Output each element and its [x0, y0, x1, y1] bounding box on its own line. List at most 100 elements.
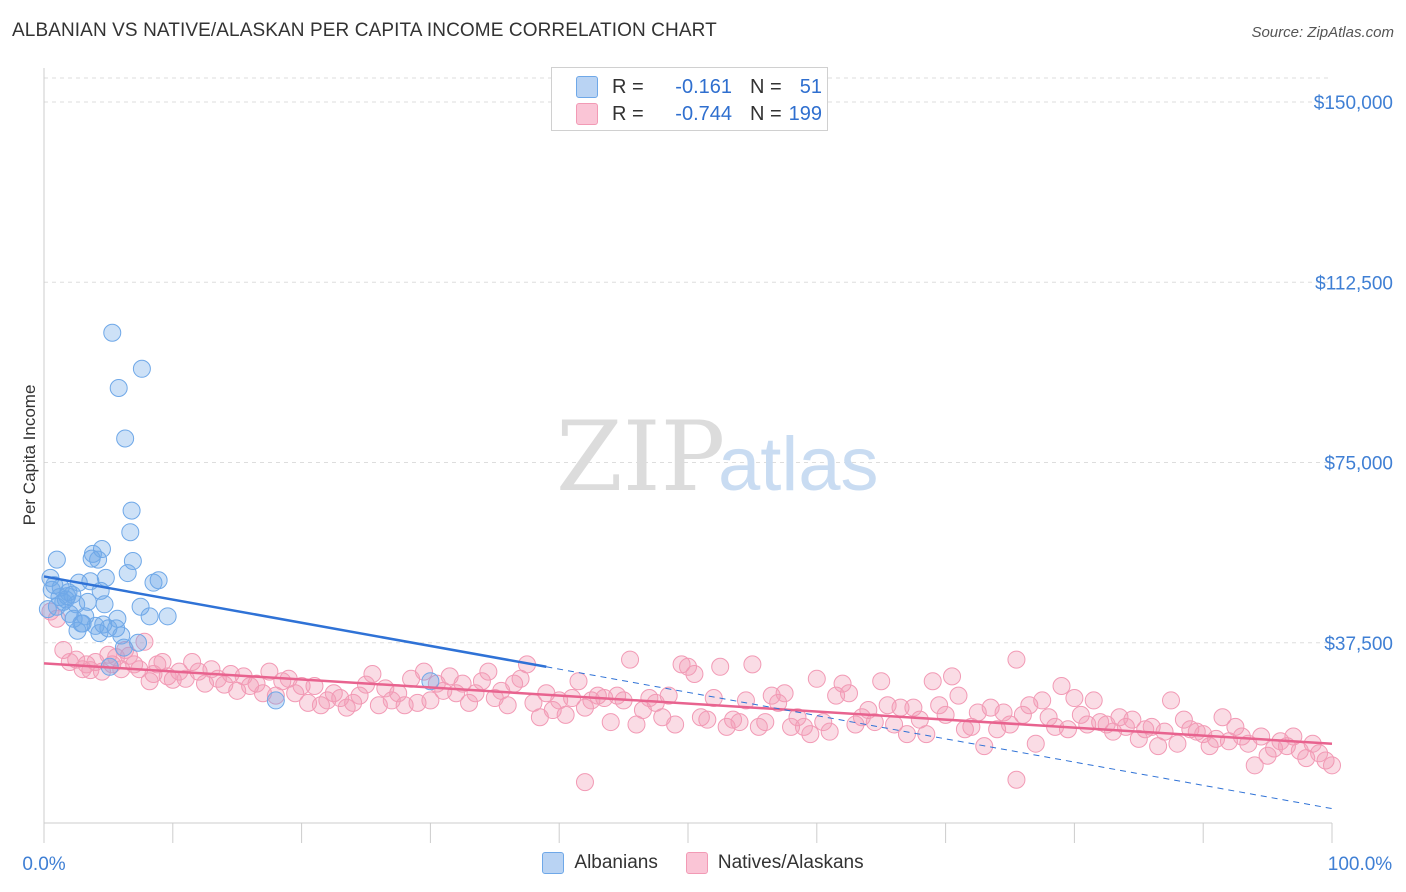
natives-point	[1071, 705, 1090, 724]
y-axis-label: Per Capita Income	[20, 385, 39, 526]
natives-point	[260, 662, 279, 681]
natives-point	[840, 684, 858, 703]
natives-point	[286, 684, 305, 703]
natives-point	[569, 672, 588, 691]
legend-swatch-natives	[576, 103, 598, 125]
legend-r-value: -0.161	[675, 75, 732, 98]
albanians-point	[103, 323, 122, 342]
natives-point	[917, 725, 936, 744]
albanians-point	[266, 691, 285, 710]
natives-point	[621, 650, 640, 669]
natives-point	[704, 689, 723, 708]
albanians-point	[83, 544, 102, 563]
albanians-point	[108, 609, 127, 628]
natives-point	[453, 674, 472, 693]
natives-points	[41, 602, 1341, 792]
legend-n-label: N =	[750, 102, 782, 125]
natives-point	[135, 632, 154, 651]
albanians-point	[121, 523, 140, 542]
albanians-point	[129, 633, 148, 652]
natives-point	[743, 655, 762, 674]
y-tick-labels: $37,500 $75,000 $112,500 $150,000	[1314, 93, 1393, 655]
albanians-point	[114, 638, 133, 657]
natives-point	[1007, 770, 1026, 789]
albanians-point	[144, 573, 163, 592]
watermark: ZIP atlas	[556, 401, 879, 513]
albanians-point	[421, 672, 440, 691]
natives-point	[1129, 729, 1148, 748]
natives-point	[820, 722, 839, 741]
grid-lines	[44, 77, 1332, 644]
natives-point	[350, 686, 369, 705]
bottom-legend-natives: Natives/Alaskans	[685, 852, 864, 874]
albanians-point	[96, 568, 115, 587]
albanians-point	[67, 595, 86, 614]
y-tick-label: $37,500	[1324, 634, 1393, 655]
natives-trend-line	[43, 662, 1333, 745]
bottom-legend: Albanians Natives/Alaskans	[0, 852, 1406, 874]
legend-n-value: 51	[799, 75, 822, 98]
natives-point	[1026, 734, 1045, 753]
legend-row-natives: R = -0.744 N = 199	[576, 102, 822, 126]
natives-point	[1033, 691, 1052, 710]
natives-point	[1168, 734, 1187, 753]
natives-point	[685, 665, 704, 683]
natives-point	[736, 691, 755, 710]
albanians-point	[95, 595, 114, 614]
legend-r-label: R =	[612, 75, 644, 98]
natives-point	[247, 674, 266, 693]
natives-point	[1213, 708, 1232, 727]
albanians-point	[112, 626, 131, 645]
albanians-point	[116, 429, 135, 448]
albanians-point	[158, 607, 177, 626]
natives-point	[769, 693, 788, 712]
legend: R = -0.161 N = 51 R = -0.744 N = 199	[551, 67, 828, 131]
watermark-zip: ZIP	[556, 401, 725, 513]
natives-point	[930, 696, 949, 715]
legend-n-label: N =	[750, 75, 782, 98]
albanians-point	[132, 359, 151, 378]
albanians-trend-line	[43, 575, 547, 669]
natives-point	[421, 691, 440, 710]
y-tick-label: $150,000	[1314, 93, 1393, 114]
natives-point	[1007, 650, 1026, 669]
albanians-point	[131, 597, 150, 616]
natives-point	[575, 698, 594, 717]
natives-point	[807, 669, 826, 688]
bottom-legend-label-albanians: Albanians	[574, 852, 658, 873]
bottom-legend-swatch-albanians	[542, 852, 565, 874]
watermark-atlas: atlas	[718, 422, 879, 507]
albanians-point	[149, 571, 168, 590]
natives-point	[148, 655, 167, 674]
natives-point	[1310, 744, 1329, 763]
legend-row-albanians: R = -0.161 N = 51	[576, 75, 822, 99]
albanians-point	[92, 540, 111, 559]
legend-n-value: 199	[788, 102, 822, 125]
natives-point	[865, 713, 884, 732]
natives-point	[801, 725, 820, 744]
bottom-legend-label-natives: Natives/Alaskans	[717, 852, 864, 873]
albanians-point	[47, 550, 66, 569]
natives-point	[923, 672, 942, 691]
albanians-points	[38, 323, 440, 710]
legend-swatch-albanians	[576, 76, 598, 98]
natives-point	[679, 657, 697, 676]
natives-point	[183, 652, 202, 671]
y-tick-label: $112,500	[1315, 273, 1393, 294]
albanians-point	[118, 564, 137, 583]
natives-point	[711, 657, 730, 676]
natives-point	[1174, 710, 1193, 729]
albanians-point	[89, 550, 108, 569]
natives-point	[1052, 677, 1071, 696]
natives-point	[479, 662, 498, 681]
bottom-legend-albanians: Albanians	[542, 852, 658, 874]
legend-r-label: R =	[612, 102, 644, 125]
natives-point	[460, 693, 479, 712]
natives-point	[1200, 737, 1219, 756]
x-tick-labels: 0.0% 100.0%	[22, 854, 1392, 875]
x-tick-label: 0.0%	[22, 854, 65, 875]
natives-point	[666, 715, 685, 734]
y-tick-label: $75,000	[1324, 454, 1393, 475]
natives-point	[363, 665, 382, 683]
bottom-legend-swatch-natives	[685, 852, 708, 874]
